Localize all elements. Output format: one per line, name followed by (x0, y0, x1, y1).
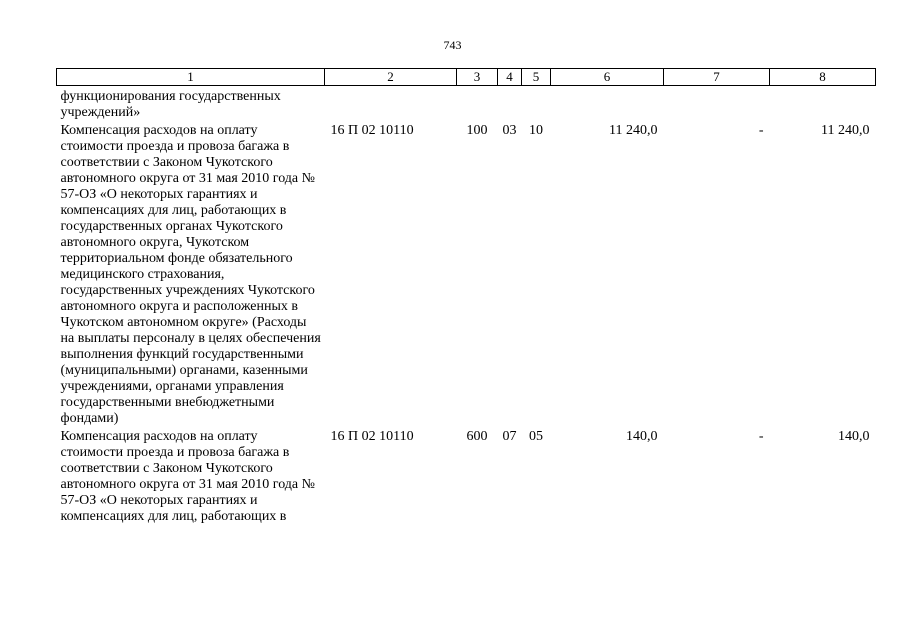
header-col-2: 2 (324, 68, 457, 86)
row-col-3 (457, 86, 498, 122)
row-col-8: 11 240,0 (821, 123, 870, 138)
row-col-5: 05 (529, 429, 543, 444)
header-col-7: 7 (663, 68, 770, 86)
table-row: функционирования государственных учрежде… (57, 86, 876, 122)
table-row: Компенсация расходов на оплату стоимости… (57, 427, 876, 525)
header-col-4: 4 (497, 68, 522, 86)
row-col-4: 03 (502, 123, 517, 138)
row-col-3: 600 (466, 429, 488, 444)
budget-table: 1 2 3 4 5 6 7 8 функционирования государ… (56, 68, 876, 525)
row-col-6 (551, 86, 664, 122)
row-col-8: 140,0 (838, 429, 870, 444)
header-col-6: 6 (550, 68, 664, 86)
row-col-4: 07 (502, 429, 517, 444)
table-row: Компенсация расходов на оплату стоимости… (57, 121, 876, 427)
header-col-8: 8 (769, 68, 876, 86)
row-col-8 (770, 86, 876, 122)
row-col-7: - (758, 429, 764, 444)
row-description: Компенсация расходов на оплату стоимости… (60, 429, 316, 524)
header-col-3: 3 (456, 68, 498, 86)
row-col-7: - (758, 123, 764, 138)
page-number: 743 (443, 38, 462, 52)
table-body: функционирования государственных учрежде… (57, 86, 876, 526)
row-col-4 (498, 86, 522, 122)
row-code: 16 П 02 10110 (330, 123, 414, 138)
row-col-7 (664, 86, 770, 122)
row-col-6: 140,0 (626, 429, 658, 444)
row-code: 16 П 02 10110 (330, 429, 414, 444)
row-col-5: 10 (529, 123, 543, 138)
header-col-1: 1 (56, 68, 325, 86)
row-description: Компенсация расходов на оплату стоимости… (60, 123, 321, 426)
row-col-5 (522, 86, 551, 122)
header-row: 1 2 3 4 5 6 7 8 (56, 68, 876, 86)
row-col-6: 11 240,0 (609, 123, 658, 138)
row-col-3: 100 (466, 123, 488, 138)
row-description: функционирования государственных учрежде… (60, 89, 281, 120)
row-code (325, 86, 457, 122)
header-col-5: 5 (521, 68, 551, 86)
table-header: 1 2 3 4 5 6 7 8 (56, 68, 876, 86)
